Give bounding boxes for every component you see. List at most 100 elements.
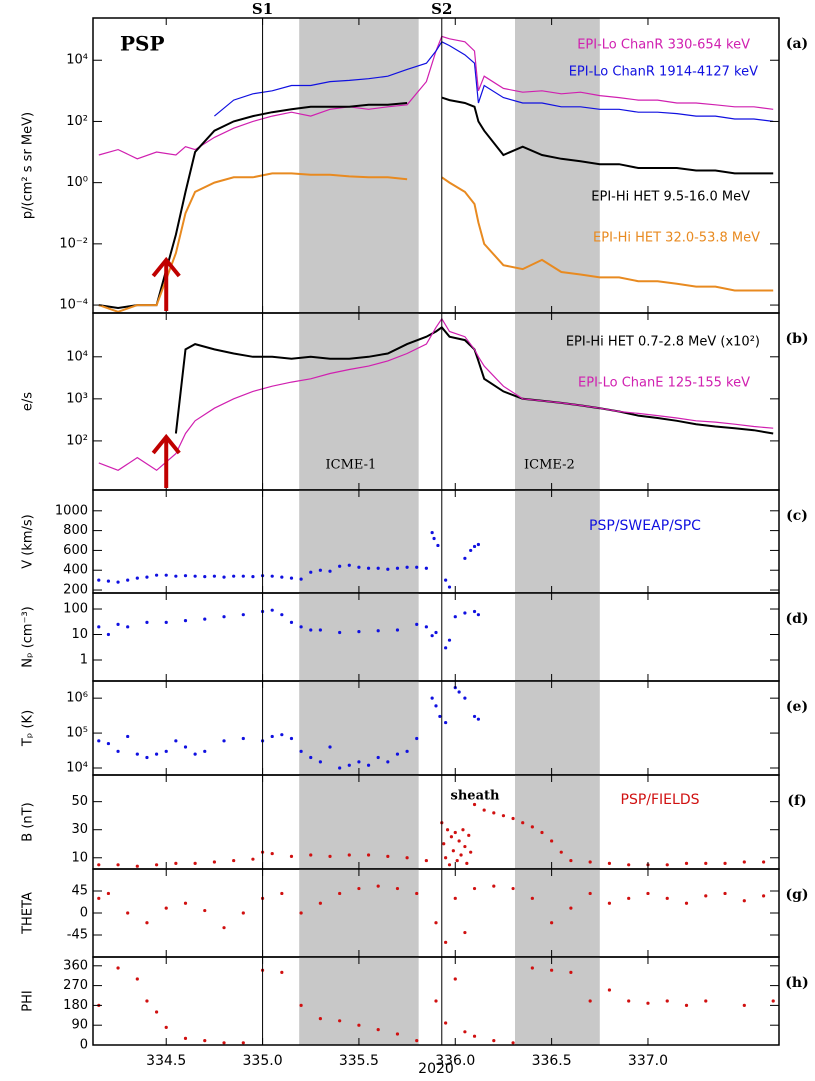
data-point [183,619,188,623]
data-point [442,842,446,846]
data-point [569,906,573,910]
data-point [347,853,351,857]
data-point [116,622,120,626]
data-point [457,690,461,694]
y-tick-label: 10² [66,114,88,129]
data-point [530,966,534,970]
y-tick-label: -45 [67,928,88,943]
data-point [357,1023,361,1027]
data-point [511,886,515,891]
data-point [386,760,390,764]
legend-label: EPI-Lo ChanR 330-654 keV [577,38,750,53]
data-point [469,548,473,553]
icme-span [515,957,600,1045]
x-axis-label: 2020 [418,1061,454,1077]
panel-label: (h) [785,975,808,991]
data-point [299,911,303,915]
data-point [318,760,322,764]
annotation: PSP/SWEAP/SPC [589,518,701,534]
data-point [492,811,496,815]
data-point [164,573,168,577]
data-point [193,861,197,865]
data-point [106,632,111,637]
data-point [318,1017,322,1021]
y-axis-label: THETA [21,892,36,935]
data-point [424,858,428,863]
data-point [135,576,139,580]
data-point [164,906,168,910]
data-point [607,861,612,865]
data-point [183,901,188,905]
data-point [106,741,111,746]
y-tick-label: 50 [71,794,88,809]
data-point [424,625,428,629]
icme-span [299,957,419,1045]
x-tick-label: 334.5 [146,1053,186,1069]
data-point [309,628,313,632]
data-point [222,575,226,579]
y-tick-label: 10⁵ [66,726,88,741]
data-point [154,752,159,756]
data-point [465,861,469,865]
x-tick-label: 335.0 [243,1053,283,1069]
data-point [463,930,467,935]
data-point [646,891,650,896]
data-point [588,860,592,864]
data-point [607,901,612,905]
data-point [154,573,159,577]
x-tick-label: 336.0 [435,1053,475,1069]
data-point [357,565,361,569]
plot-area [97,966,775,1045]
data-point [299,1003,303,1008]
data-point [472,714,477,719]
icme-span [299,775,419,869]
data-point [530,896,534,900]
data-point [607,988,612,992]
data-point [445,828,450,832]
data-point [145,755,149,760]
data-point [145,921,149,925]
data-point [203,1039,207,1043]
data-point [415,622,419,626]
annotation: PSP/FIELDS [621,792,700,808]
data-point [135,977,139,981]
y-axis-label: PHI [21,990,36,1011]
data-point [395,628,400,632]
data-point [241,911,245,915]
icme-span [299,681,419,775]
icme-label: ICME-2 [524,458,575,473]
data-point [212,860,216,864]
data-point [405,565,409,569]
data-point [280,970,284,975]
data-point [126,911,130,915]
data-point [183,1036,188,1040]
data-point [135,752,139,756]
data-point [444,578,448,582]
data-point [203,575,207,579]
data-point [386,854,390,858]
data-point [550,968,554,972]
data-point [511,1041,515,1045]
data-point [771,999,775,1003]
data-point [328,854,332,858]
data-point [432,536,436,541]
onset-arrowhead [151,433,181,455]
data-point [154,863,159,867]
data-point [280,733,284,737]
data-point [212,574,216,578]
event-label: S1 [252,0,273,18]
data-point [145,620,149,624]
data-point [203,617,207,621]
panel-label: (b) [785,331,808,347]
data-point [222,615,226,619]
data-point [174,861,178,865]
data-point [193,752,197,756]
data-point [761,860,766,864]
icme-span [515,490,600,593]
plot-area [97,802,766,868]
y-axis-label: V (km/s) [21,514,36,569]
series-line [214,41,774,122]
data-point [665,863,669,867]
data-point [704,999,708,1003]
data-point [438,714,442,719]
